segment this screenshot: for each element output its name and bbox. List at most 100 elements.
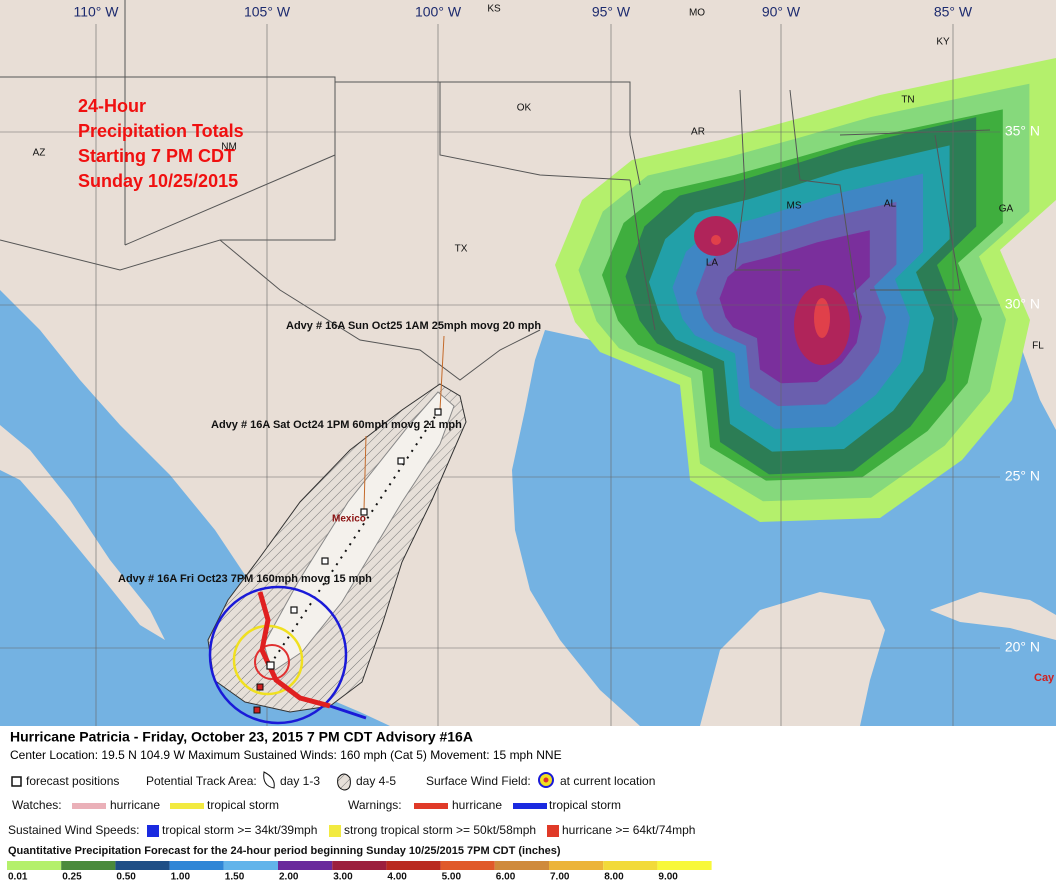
precip-swatch <box>223 861 278 870</box>
precip-contour <box>814 298 830 338</box>
watch-swatch <box>72 803 106 809</box>
legend-text: tropical storm <box>207 798 279 812</box>
precip-scale-label: 5.00 <box>442 872 462 883</box>
state-label: GA <box>999 204 1014 215</box>
latitude-label: 25° N <box>1005 468 1040 484</box>
precip-scale-label: 7.00 <box>550 872 570 883</box>
legend-text: strong tropical storm >= 50kt/58mph <box>344 823 536 837</box>
place-label: Cay <box>1034 672 1055 684</box>
pacific-ocean <box>0 290 390 726</box>
latitude-label: 20° N <box>1005 639 1040 655</box>
precip-scale-label: 1.50 <box>225 872 245 883</box>
map-title: Precipitation Totals <box>78 121 244 141</box>
precip-contour <box>711 235 721 245</box>
precip-swatch <box>278 861 333 870</box>
watch-swatch <box>170 803 204 809</box>
legend-text: forecast positions <box>26 774 119 788</box>
legend-text: Sustained Wind Speeds: <box>8 823 139 837</box>
precip-scale-label: 0.25 <box>62 872 82 883</box>
map-title: Sunday 10/25/2015 <box>78 171 238 191</box>
legend-text: day 4-5 <box>356 774 396 788</box>
cuba <box>930 592 1056 640</box>
parallel <box>0 131 1000 649</box>
warning-swatch <box>414 803 448 809</box>
advisory-label: Advy # 16A Fri Oct23 7PM 160mph movg 15 … <box>118 573 372 585</box>
h-wind-field <box>254 644 290 680</box>
longitude-label: 95° W <box>592 4 631 20</box>
state-label: KS <box>487 4 501 15</box>
legend-text: hurricane <box>110 798 160 812</box>
speed-swatch <box>547 825 559 837</box>
track-icon <box>337 773 351 791</box>
longitude-label: 110° W <box>73 4 119 20</box>
longitude-label: 105° W <box>244 4 291 20</box>
legend-text: tropical storm <box>549 798 621 812</box>
precipitation-areas <box>555 58 1056 522</box>
leader-line <box>363 335 445 511</box>
state-label: AR <box>691 127 705 138</box>
map: 24-Hour Precipitation Totals Starting 7 … <box>0 0 1056 726</box>
forecast-position-icon <box>11 776 22 787</box>
state-label: TX <box>455 244 468 255</box>
longitude-label: 90° W <box>762 4 801 20</box>
latitude-label: 35° N <box>1005 123 1040 139</box>
precip-scale-label: 1.00 <box>171 872 191 883</box>
legend-text: at current location <box>560 774 655 788</box>
legend-text: Potential Track Area: <box>146 774 257 788</box>
state-border <box>124 0 631 246</box>
legend-text: Watches: <box>12 798 62 812</box>
precip-scale-label: 9.00 <box>658 872 678 883</box>
forecast-positions <box>266 408 442 670</box>
precip-swatch <box>169 861 224 870</box>
precip-swatch <box>332 861 387 870</box>
state-label: KY <box>936 37 950 48</box>
longitude-label: 85° W <box>934 4 973 20</box>
latitude-label: 30° N <box>1005 296 1040 312</box>
precip-swatch <box>61 861 116 870</box>
longitude-label: 100° W <box>415 4 462 20</box>
meridian <box>95 24 954 726</box>
map-title: Starting 7 PM CDT <box>78 146 235 166</box>
warning-swatch <box>513 803 547 809</box>
precip-scale-label: 0.01 <box>8 872 28 883</box>
state-label: AZ <box>33 148 46 159</box>
borders <box>0 0 991 381</box>
ts-warning <box>329 704 367 720</box>
state-label: NM <box>221 142 237 153</box>
map-labels: 24-Hour Precipitation Totals Starting 7 … <box>33 4 1055 684</box>
wind-field-icon <box>543 777 549 783</box>
state-label: FL <box>1032 341 1044 352</box>
precip-swatch <box>494 861 549 870</box>
speed-swatch <box>329 825 341 837</box>
precip-scale-label: 6.00 <box>496 872 516 883</box>
state-label: AL <box>884 199 897 210</box>
state-border <box>0 76 641 186</box>
baja-peninsula <box>0 425 165 640</box>
precip-swatch <box>440 861 495 870</box>
legend-headline: Hurricane Patricia - Friday, October 23,… <box>10 729 473 745</box>
track-icon <box>263 771 275 789</box>
precip-swatch <box>386 861 441 870</box>
state-label: OK <box>517 103 532 114</box>
legend-text: Warnings: <box>348 798 402 812</box>
precip-swatch <box>549 861 604 870</box>
precip-scale-label: 0.50 <box>116 872 136 883</box>
state-label: MS <box>787 201 802 212</box>
precip-swatch <box>603 861 658 870</box>
precip-swatch <box>7 861 62 870</box>
speed-swatch <box>147 825 159 837</box>
country-label: Mexico <box>332 514 366 525</box>
graticule <box>0 24 1000 726</box>
forecast-track <box>207 335 467 725</box>
past-position <box>256 683 264 691</box>
precip-title: Quantitative Precipitation Forecast for … <box>8 845 561 857</box>
state-label: MO <box>689 8 705 19</box>
legend-text: day 1-3 <box>280 774 320 788</box>
map-title: 24-Hour <box>78 96 146 116</box>
precip-swatch <box>115 861 170 870</box>
legend-text: Surface Wind Field: <box>426 774 531 788</box>
country-border <box>0 239 541 381</box>
legend-details: Center Location: 19.5 N 104.9 W Maximum … <box>10 748 562 762</box>
precip-scale-label: 2.00 <box>279 872 299 883</box>
legend-text: hurricane >= 64kt/74mph <box>562 823 695 837</box>
